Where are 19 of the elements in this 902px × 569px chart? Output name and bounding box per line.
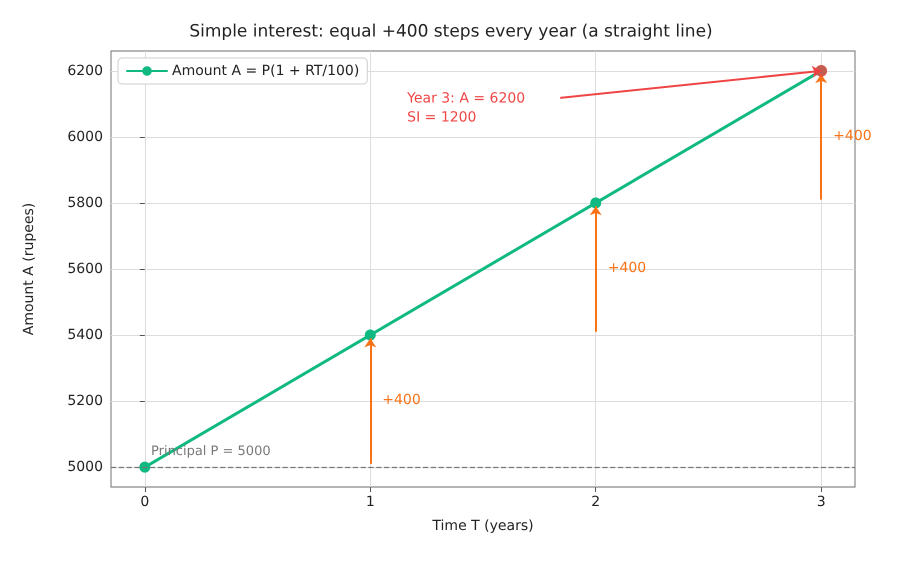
annotation: +400: [833, 128, 872, 144]
chart-title: Simple interest: equal +400 steps every year (a straight line): [189, 22, 713, 42]
y-tick-label: 5800: [67, 194, 103, 211]
y-tick-label: 5200: [67, 393, 103, 410]
legend-label: Amount A = P(1 + RT/100): [172, 63, 360, 79]
y-tick-label: 5600: [67, 261, 103, 277]
x-tick-label: 3: [816, 494, 826, 510]
x-tick-label: 1: [366, 494, 375, 510]
x-axis-title: Time T (years): [431, 518, 534, 534]
y-tick-label: 6200: [67, 62, 103, 79]
y-tick-label: 5400: [67, 327, 103, 344]
annotation: +400: [608, 260, 646, 276]
x-tick-label: 2: [591, 494, 600, 510]
x-tick-label: 0: [140, 494, 150, 510]
y-axis-title: Amount A (rupees): [21, 202, 37, 336]
annotation: Year 3: A = 6200 SI = 1200: [406, 90, 526, 126]
y-tick-label: 6000: [67, 128, 103, 145]
y-tick-label: 5000: [67, 459, 103, 476]
annotation: +400: [382, 392, 421, 408]
